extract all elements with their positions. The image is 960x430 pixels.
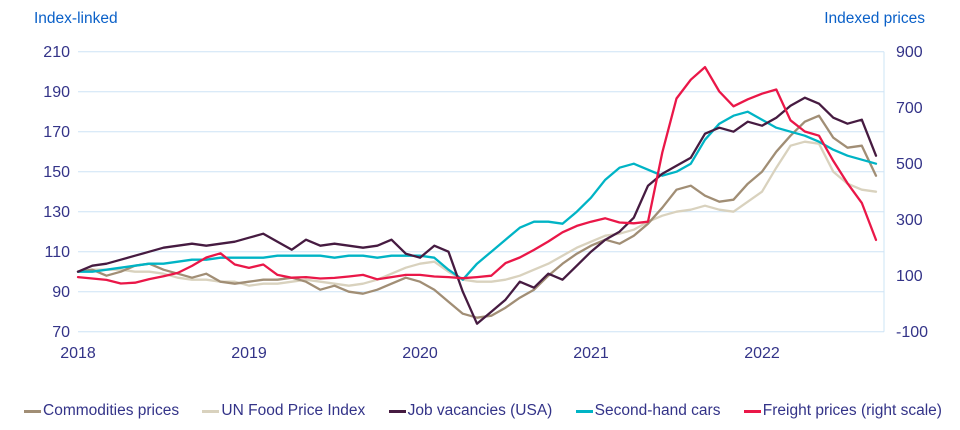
series-line-un-food-price-index bbox=[76, 140, 878, 287]
legend-item-freight-prices: Freight prices (right scale) bbox=[743, 402, 942, 420]
series-line-commodities-prices bbox=[76, 114, 878, 319]
commodities-legend-dash-icon bbox=[24, 409, 41, 413]
left-axis-title: Index-linked bbox=[34, 10, 118, 27]
left-axis-tick-label: 110 bbox=[44, 244, 70, 261]
series-line-freight-prices-right-scale- bbox=[76, 65, 878, 285]
legend-label: UN Food Price Index bbox=[221, 402, 366, 419]
right-axis-tick-label: -100 bbox=[896, 324, 928, 341]
right-axis-tick-label: 100 bbox=[896, 268, 923, 285]
left-axis-tick-label: 170 bbox=[43, 124, 70, 141]
x-axis-year-label: 2020 bbox=[402, 345, 438, 362]
un-food-legend-dash-icon bbox=[202, 409, 220, 413]
right-axis-tick-label: 500 bbox=[896, 156, 923, 173]
legend-item-job-vacancies: Job vacancies (USA) bbox=[388, 402, 553, 420]
right-axis-title: Indexed prices bbox=[824, 10, 925, 27]
right-axis-tick-label: 900 bbox=[896, 44, 923, 61]
left-axis-tick-label: 90 bbox=[52, 284, 70, 301]
legend-item-commodities: Commodities prices bbox=[24, 402, 179, 420]
freight-prices-legend-dash-icon bbox=[743, 409, 761, 413]
series-line-job-vacancies-usa- bbox=[76, 96, 878, 325]
series-line-second-hand-cars bbox=[76, 110, 878, 281]
legend-label: Freight prices (right scale) bbox=[762, 402, 942, 419]
right-axis-tick-label: 700 bbox=[896, 100, 923, 117]
job-vacancies-legend-dash-icon bbox=[388, 409, 406, 413]
x-axis-year-label: 2021 bbox=[573, 345, 609, 362]
x-axis-year-label: 2022 bbox=[744, 345, 780, 362]
line-chart-plot: 210 190 170 150 130 110 90 70 900 700 500 300 100 -10… bbox=[43, 44, 928, 362]
second-hand-cars-legend-dash-icon bbox=[575, 409, 593, 413]
left-axis-tick-label: 130 bbox=[43, 204, 70, 221]
left-axis-tick-label: 190 bbox=[43, 84, 70, 101]
right-axis-tick-label: 300 bbox=[896, 212, 923, 229]
x-axis-year-label: 2019 bbox=[231, 345, 267, 362]
x-axis-year-label: 2018 bbox=[60, 345, 96, 362]
legend-item-second-hand-cars: Second-hand cars bbox=[575, 402, 721, 420]
chart-legend: Commodities prices UN Food Price Index J… bbox=[24, 398, 942, 424]
legend-label: Second-hand cars bbox=[594, 402, 721, 419]
legend-label: Commodities prices bbox=[43, 402, 180, 419]
legend-label: Job vacancies (USA) bbox=[407, 402, 553, 419]
left-axis-tick-label: 70 bbox=[52, 324, 70, 341]
legend-item-un-food: UN Food Price Index bbox=[202, 402, 365, 420]
left-axis-tick-label: 150 bbox=[43, 164, 70, 181]
left-axis-tick-label: 210 bbox=[43, 44, 70, 61]
